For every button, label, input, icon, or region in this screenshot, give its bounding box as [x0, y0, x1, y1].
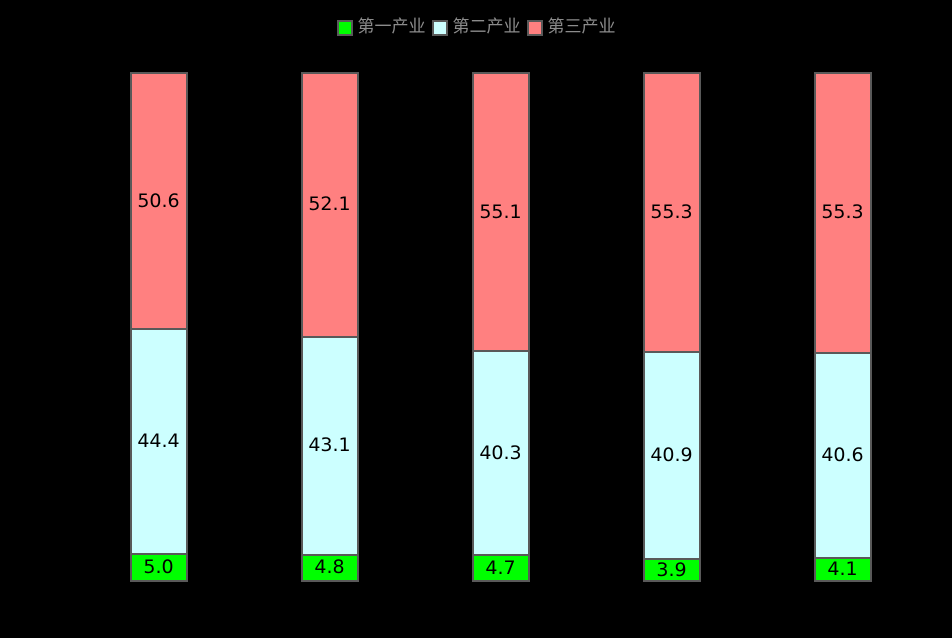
segment-value-label: 44.4	[137, 429, 180, 452]
bar-segment: 40.9	[644, 351, 699, 559]
chart-legend: 第一产业 第二产业 第三产业	[0, 19, 952, 36]
segment-value-label: 5.0	[143, 555, 174, 578]
bar-segment: 3.9	[644, 558, 699, 581]
segment-value-label: 40.9	[650, 444, 693, 467]
bar-segment: 43.1	[302, 335, 357, 554]
bar-segment: 55.3	[644, 74, 699, 352]
bar-segment: 40.6	[815, 351, 870, 558]
bar-segment: 55.1	[473, 74, 528, 351]
segment-value-label: 55.3	[821, 201, 864, 224]
segment-value-label: 4.7	[485, 556, 516, 579]
bar-column: 52.1 43.1 4.8	[300, 72, 359, 582]
segment-value-label: 55.3	[650, 201, 693, 224]
segment-value-label: 3.9	[656, 558, 687, 581]
segment-value-label: 4.8	[314, 556, 345, 579]
segment-value-label: 40.3	[479, 441, 522, 464]
legend-label: 第二产业	[452, 17, 521, 37]
bar-segment: 5.0	[131, 552, 186, 580]
segment-value-label: 43.1	[308, 434, 351, 457]
segment-value-label: 52.1	[308, 193, 351, 216]
bar-segment: 4.1	[815, 557, 870, 581]
bar-segment: 52.1	[302, 74, 357, 336]
legend-item: 第一产业	[336, 17, 426, 37]
bar-segment: 55.3	[815, 74, 870, 352]
legend-label: 第一产业	[357, 17, 426, 37]
legend-swatch-icon	[526, 19, 543, 36]
bar-segment: 50.6	[131, 74, 186, 329]
segment-value-label: 40.6	[821, 444, 864, 467]
legend-item: 第三产业	[526, 17, 616, 37]
bar-segment: 4.8	[302, 553, 357, 580]
segment-value-label: 4.1	[827, 558, 858, 581]
bar-segment: 40.3	[473, 350, 528, 555]
legend-swatch-icon	[431, 19, 448, 36]
segment-value-label: 55.1	[479, 200, 522, 223]
segment-value-label: 50.6	[137, 189, 180, 212]
legend-label: 第三产业	[547, 17, 616, 37]
bar-column: 55.3 40.6 4.1	[813, 72, 872, 582]
legend-item: 第二产业	[431, 17, 521, 37]
bar-column: 55.3 40.9 3.9	[642, 72, 701, 582]
bar-column: 55.1 40.3 4.7	[471, 72, 530, 582]
legend-swatch-icon	[336, 19, 353, 36]
bar-column: 50.6 44.4 5.0	[129, 72, 188, 582]
bar-segment: 44.4	[131, 328, 186, 553]
bar-segment: 4.7	[473, 554, 528, 581]
